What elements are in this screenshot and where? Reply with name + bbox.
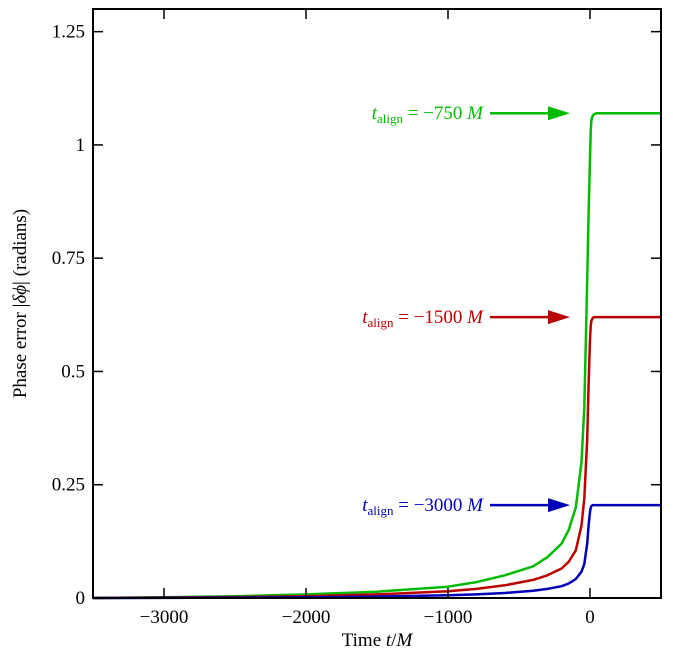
- series-line: [92, 111, 661, 600]
- series-annotation: talign = −750 M: [372, 103, 484, 126]
- tick-group: −3000 −2000 −1000 0 0 0.25 0.5 0.75 1 1.25: [52, 9, 661, 628]
- series-annotation: talign = −3000 M: [362, 495, 484, 518]
- annotation-arrow-head: [548, 498, 570, 513]
- series-line: [92, 315, 661, 600]
- y-tick-label: 0.5: [61, 361, 85, 382]
- annotation-arrow-head: [548, 310, 570, 325]
- y-tick-label: 0: [76, 588, 86, 609]
- x-tick-label: 0: [585, 607, 595, 628]
- plot-frame: [92, 8, 662, 599]
- annotation-group: talign = −750 M talign = −1500 M talign = …: [362, 103, 570, 518]
- y-axis-label: Phase error |δϕ| (radians): [10, 209, 31, 398]
- y-tick-label: 1.25: [52, 22, 85, 43]
- series-annotation: talign = −1500 M: [362, 307, 484, 330]
- y-tick-label: 0.25: [52, 475, 85, 496]
- annotation-arrow-head: [548, 106, 570, 121]
- x-tick-label: −1000: [424, 607, 473, 628]
- series-group: [92, 111, 661, 600]
- y-tick-label: 0.75: [52, 248, 85, 269]
- series-line: [92, 503, 661, 600]
- x-tick-label: −2000: [282, 607, 331, 628]
- x-tick-label: −3000: [140, 607, 189, 628]
- y-tick-label: 1: [76, 135, 86, 156]
- x-axis-label: Time t/M: [342, 630, 414, 651]
